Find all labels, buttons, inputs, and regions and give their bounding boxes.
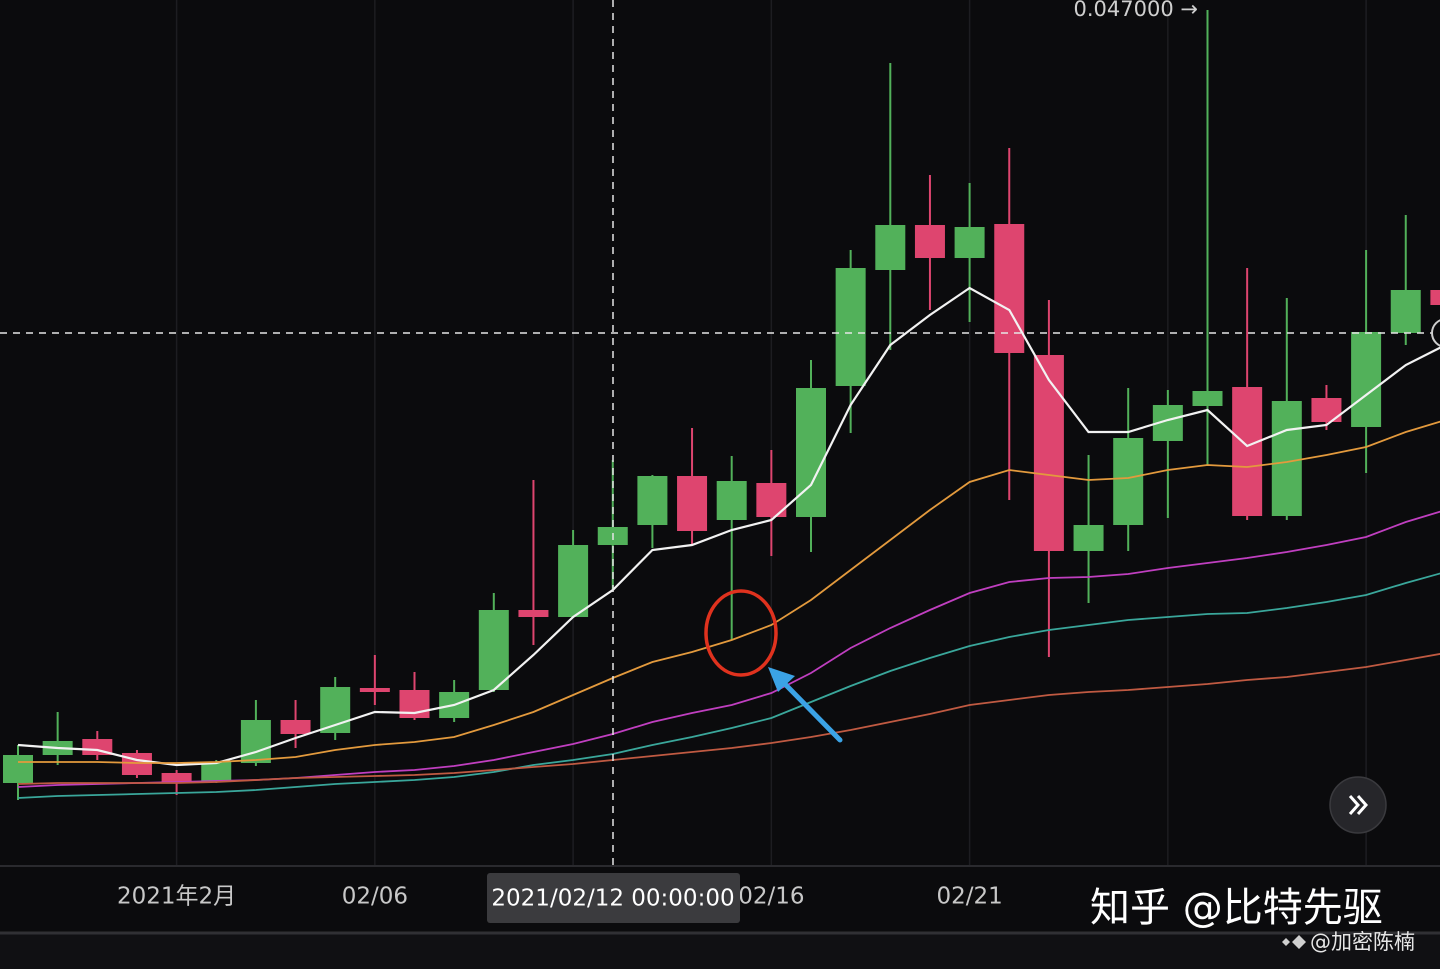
candle-body (875, 225, 906, 270)
watermark-author: @加密陈楠 (1310, 930, 1415, 954)
candle-body (518, 610, 549, 617)
candle-body (954, 227, 985, 258)
candles (3, 10, 1440, 800)
candle-body (1113, 438, 1144, 525)
candle-body (359, 688, 390, 692)
x-tick-label: 02/21 (936, 884, 1002, 910)
candle-body (796, 388, 826, 517)
candle-body (835, 268, 866, 386)
x-tick-label: 02/16 (738, 884, 804, 910)
candle-body (1351, 332, 1382, 427)
pointer-arrow (779, 678, 843, 743)
candle-body (637, 476, 668, 525)
candle-body (1033, 355, 1064, 551)
x-axis-labels: 2021年2月 02/06 02/16 02/21 (117, 884, 1003, 910)
watermark-icon (1282, 935, 1306, 949)
candle-body (201, 762, 232, 781)
moving-average-line (18, 420, 1440, 764)
scroll-right-icon (1348, 795, 1369, 815)
candle-body (240, 720, 271, 763)
candle-body (1192, 391, 1223, 406)
candle-body (1430, 290, 1440, 305)
candle-body (161, 773, 192, 783)
x-tick-label: 2021年2月 (117, 884, 236, 910)
crosshair-handle (1431, 319, 1440, 347)
candle-body (3, 755, 33, 783)
candle-body (558, 545, 589, 617)
moving-average-line (17, 286, 1440, 767)
candle-body (994, 224, 1025, 353)
candle-body (1232, 387, 1263, 516)
candle-body (478, 610, 509, 690)
moving-average-line (17, 572, 1440, 799)
candle-body (1073, 525, 1104, 551)
crosshair-label: 2021/02/12 00:00:00 (491, 886, 734, 912)
candle-body (1271, 401, 1302, 516)
max-price-label: 0.047000 → (1074, 0, 1198, 21)
candle-body (1390, 290, 1421, 333)
candle-body (677, 476, 708, 531)
candle-body (914, 225, 945, 258)
moving-averages (17, 286, 1440, 799)
bottom-bar (0, 932, 1440, 969)
highlight-circle (704, 589, 778, 677)
pointer-arrowhead (768, 667, 795, 692)
watermark-zhihu: 知乎 @比特先驱 (1090, 885, 1383, 931)
x-tick-label: 02/06 (342, 884, 408, 910)
crosshair-label-box (487, 873, 740, 923)
candle-body (280, 720, 311, 734)
moving-average-line (17, 653, 1440, 785)
candle-body (716, 481, 747, 520)
